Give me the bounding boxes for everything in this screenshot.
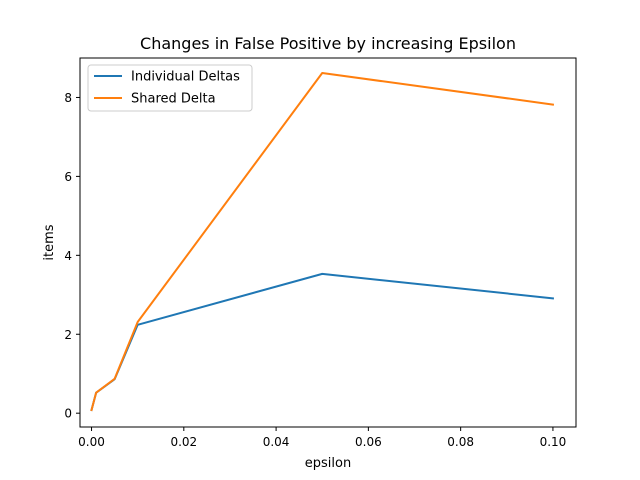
y-tick-label: 6 [64,170,72,184]
x-tick-label: 0.06 [355,435,382,449]
x-tick-label: 0.10 [540,435,567,449]
y-tick-label: 4 [64,249,72,263]
x-tick-label: 0.04 [263,435,290,449]
legend-box [87,64,253,112]
legend-label: Shared Delta [131,92,216,107]
y-axis-label: items [42,224,57,260]
legend-label: Individual Deltas [131,70,240,85]
series-line-2 [90,72,555,412]
y-tick-label: 8 [64,91,72,105]
x-tick-label: 0.02 [170,435,197,449]
series-layer [90,72,555,412]
legend: Individual Deltas Shared Delta [87,64,253,112]
y-axis-ticks: 0 2 4 6 8 [64,91,80,421]
y-tick-label: 0 [64,407,72,421]
x-axis-ticks: 0.00 0.02 0.04 0.06 0.08 0.10 [78,427,566,449]
x-tick-label: 0.08 [447,435,474,449]
chart-title: Changes in False Positive by increasing … [140,34,516,53]
y-tick-label: 2 [64,328,72,342]
x-tick-label: 0.00 [78,435,105,449]
x-axis-label: epsilon [305,456,351,471]
plot-frame [79,57,577,428]
plot-area [80,58,576,427]
legend-entries: Individual Deltas Shared Delta [94,70,240,107]
